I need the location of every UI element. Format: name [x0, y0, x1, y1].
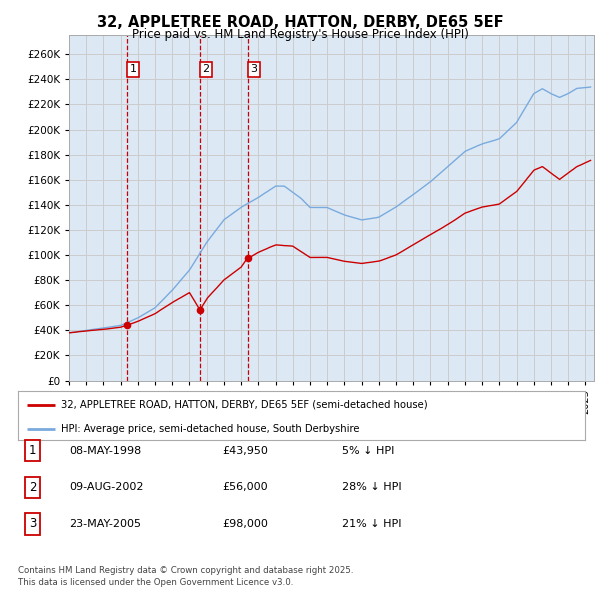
- Text: 3: 3: [250, 64, 257, 74]
- Text: 1: 1: [29, 444, 36, 457]
- Text: HPI: Average price, semi-detached house, South Derbyshire: HPI: Average price, semi-detached house,…: [61, 424, 359, 434]
- Text: 5% ↓ HPI: 5% ↓ HPI: [342, 446, 394, 455]
- Text: 32, APPLETREE ROAD, HATTON, DERBY, DE65 5EF (semi-detached house): 32, APPLETREE ROAD, HATTON, DERBY, DE65 …: [61, 399, 427, 409]
- Text: 09-AUG-2002: 09-AUG-2002: [69, 483, 143, 492]
- Text: 28% ↓ HPI: 28% ↓ HPI: [342, 483, 401, 492]
- Text: £43,950: £43,950: [222, 446, 268, 455]
- Text: £98,000: £98,000: [222, 519, 268, 529]
- Text: 32, APPLETREE ROAD, HATTON, DERBY, DE65 5EF: 32, APPLETREE ROAD, HATTON, DERBY, DE65 …: [97, 15, 503, 30]
- Text: 21% ↓ HPI: 21% ↓ HPI: [342, 519, 401, 529]
- Text: Price paid vs. HM Land Registry's House Price Index (HPI): Price paid vs. HM Land Registry's House …: [131, 28, 469, 41]
- Text: Contains HM Land Registry data © Crown copyright and database right 2025.
This d: Contains HM Land Registry data © Crown c…: [18, 566, 353, 587]
- Text: 08-MAY-1998: 08-MAY-1998: [69, 446, 141, 455]
- Text: 23-MAY-2005: 23-MAY-2005: [69, 519, 141, 529]
- Text: 2: 2: [203, 64, 209, 74]
- Text: 1: 1: [130, 64, 136, 74]
- Text: £56,000: £56,000: [222, 483, 268, 492]
- Text: 2: 2: [29, 481, 36, 494]
- Text: 3: 3: [29, 517, 36, 530]
